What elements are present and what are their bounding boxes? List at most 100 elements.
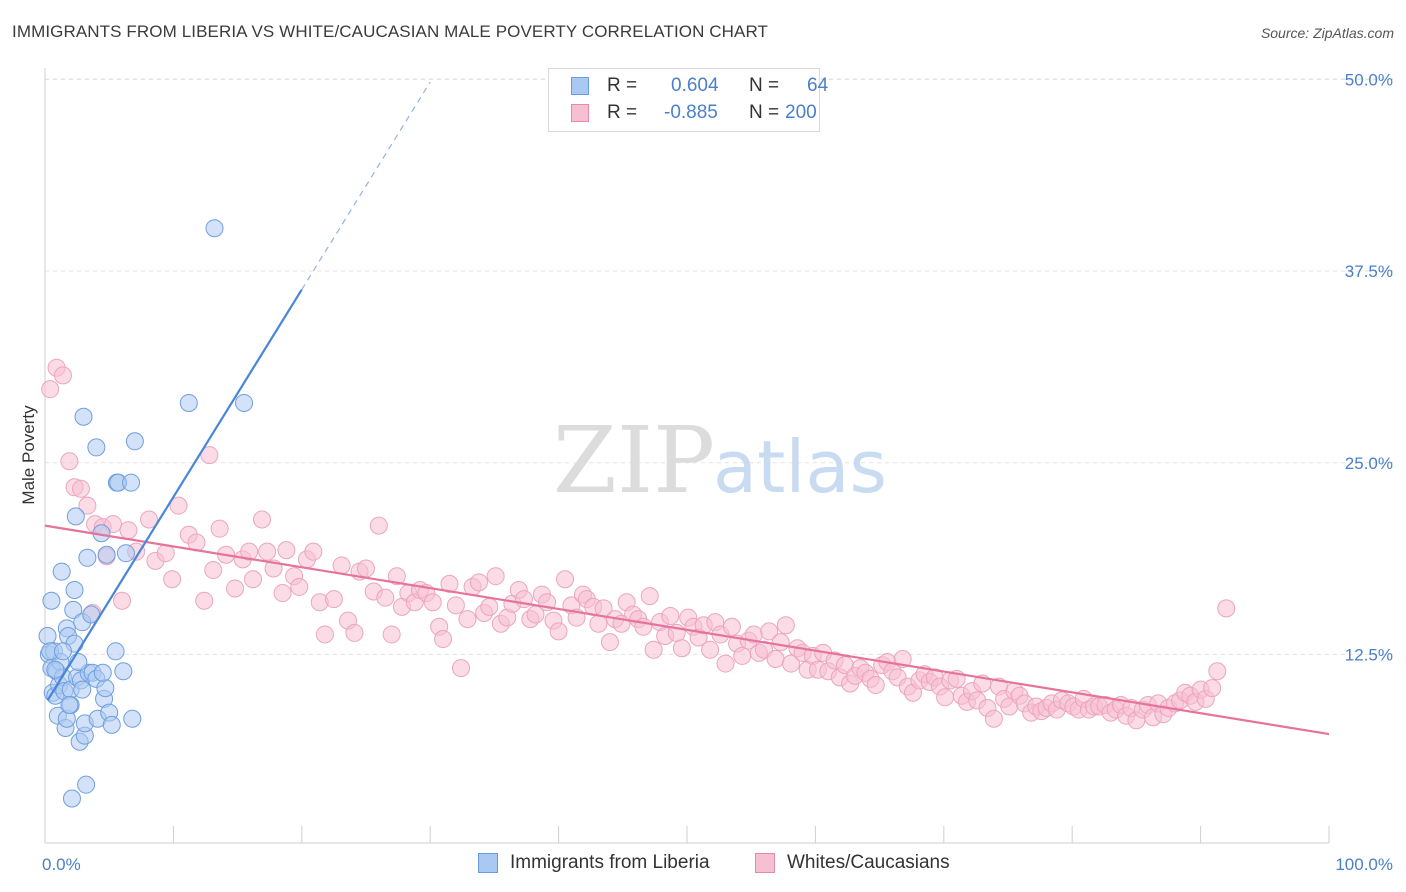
point-liberia xyxy=(96,679,115,698)
point-whites xyxy=(866,676,885,695)
point-whites xyxy=(446,596,465,615)
point-whites xyxy=(210,519,229,538)
point-whites xyxy=(480,597,499,616)
point-whites xyxy=(252,510,271,529)
point-liberia xyxy=(62,789,81,808)
point-whites xyxy=(452,659,471,678)
point-liberia xyxy=(106,642,125,661)
point-whites xyxy=(1203,679,1222,698)
point-whites xyxy=(589,614,608,633)
y-tick-label: 12.5% xyxy=(1345,645,1393,664)
watermark-atlas: atlas xyxy=(713,425,887,509)
point-whites xyxy=(458,610,477,629)
point-whites xyxy=(1217,599,1236,618)
point-liberia xyxy=(78,548,97,567)
point-whites xyxy=(277,541,296,560)
point-whites xyxy=(332,556,351,575)
point-liberia xyxy=(60,695,79,714)
point-whites xyxy=(369,516,388,535)
point-liberia xyxy=(102,715,121,734)
y-tick-label: 50.0% xyxy=(1345,71,1393,90)
y-tick-label: 25.0% xyxy=(1345,454,1393,473)
point-whites xyxy=(782,654,801,673)
point-whites xyxy=(200,446,219,465)
legend-n-label: N = xyxy=(749,102,780,123)
point-whites xyxy=(382,625,401,644)
point-whites xyxy=(304,542,323,561)
trend-layer xyxy=(44,81,1330,736)
point-whites xyxy=(60,452,79,471)
point-liberia xyxy=(87,438,106,457)
point-whites xyxy=(204,561,223,580)
legend-n-label: N = xyxy=(749,75,780,96)
point-whites xyxy=(119,521,138,540)
point-whites xyxy=(113,591,132,610)
point-liberia xyxy=(123,709,142,728)
point-whites xyxy=(722,617,741,636)
point-liberia xyxy=(38,626,57,645)
y-axis-label: Male Poverty xyxy=(19,405,38,505)
legend-n-value: 200 xyxy=(785,102,817,123)
point-whites xyxy=(324,590,343,609)
point-liberia xyxy=(116,544,135,563)
point-whites xyxy=(226,579,245,598)
point-liberia xyxy=(74,407,93,426)
point-liberia xyxy=(93,663,112,682)
point-whites xyxy=(140,510,159,529)
point-whites xyxy=(345,623,364,642)
point-liberia xyxy=(46,660,65,679)
point-liberia xyxy=(97,545,116,564)
point-whites xyxy=(41,380,60,399)
point-whites xyxy=(984,709,1003,728)
point-whites xyxy=(760,622,779,641)
legend-r-value: -0.885 xyxy=(664,102,718,123)
point-whites xyxy=(315,625,334,644)
point-whites xyxy=(640,587,659,606)
point-liberia xyxy=(114,662,133,681)
bottom-legend-label-liberia: Immigrants from Liberia xyxy=(510,852,710,873)
point-whites xyxy=(644,640,663,659)
legend-n-value: 64 xyxy=(807,75,829,96)
point-liberia xyxy=(235,393,254,412)
point-whites xyxy=(53,366,72,385)
point-liberia xyxy=(65,580,84,599)
point-liberia xyxy=(179,393,198,412)
series-whites-points xyxy=(41,358,1236,730)
legend-r-label: R = xyxy=(607,102,638,123)
point-liberia xyxy=(66,507,85,526)
point-liberia xyxy=(125,432,144,451)
point-whites xyxy=(936,688,955,707)
point-liberia xyxy=(53,642,72,661)
legend-swatch-liberia xyxy=(571,77,589,95)
point-whites xyxy=(600,633,619,652)
point-whites xyxy=(244,570,263,589)
point-liberia xyxy=(52,562,71,581)
bottom-legend-label-whites: Whites/Caucasians xyxy=(787,852,950,873)
point-whites xyxy=(71,479,90,498)
trend-line-liberia xyxy=(46,288,303,701)
point-liberia xyxy=(77,775,96,794)
point-whites xyxy=(549,622,568,641)
trend-line-liberia-extension xyxy=(301,81,431,290)
point-whites xyxy=(661,607,680,626)
point-whites xyxy=(258,542,277,561)
point-whites xyxy=(357,559,375,578)
point-whites xyxy=(1208,662,1227,681)
legend: R = 0.604 N = 64 R = -0.885 N = 200 xyxy=(548,68,828,132)
y-tick-label: 37.5% xyxy=(1345,262,1393,281)
point-whites xyxy=(290,577,309,596)
point-whites xyxy=(771,633,790,652)
series-liberia-points xyxy=(38,219,254,808)
x-tick-label: 0.0% xyxy=(42,855,81,874)
point-whites xyxy=(469,573,488,592)
source-label: Source: ZipAtlas.com xyxy=(1260,25,1394,41)
point-whites xyxy=(716,654,735,673)
point-whites xyxy=(766,649,785,668)
point-whites xyxy=(434,630,453,649)
legend-swatch-whites xyxy=(571,104,589,122)
point-liberia xyxy=(64,600,83,619)
axes-layer xyxy=(44,68,1330,844)
point-whites xyxy=(701,640,720,659)
point-whites xyxy=(273,584,292,603)
chart-title: IMMIGRANTS FROM LIBERIA VS WHITE/CAUCASI… xyxy=(12,22,769,41)
